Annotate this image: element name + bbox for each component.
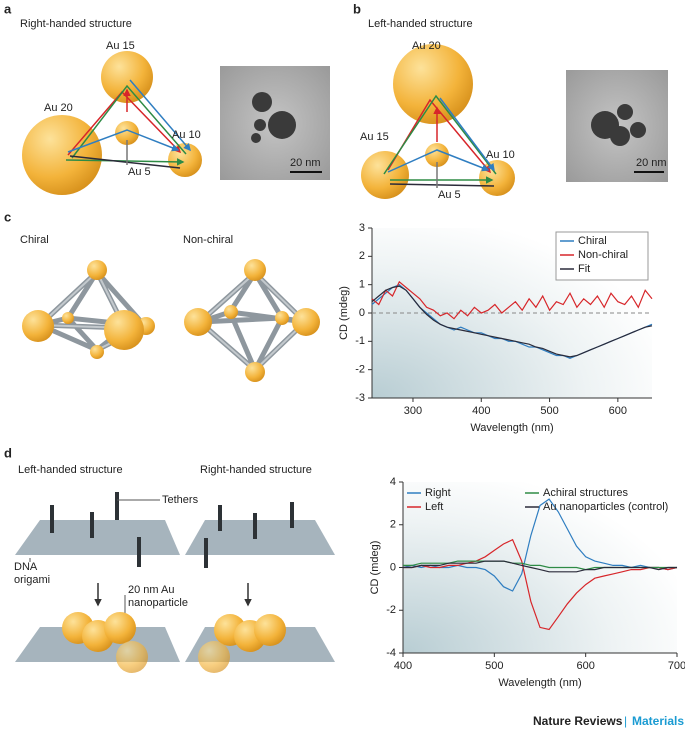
sphere-label: Au 15	[106, 40, 135, 52]
panel-d: d Left-handed structure Right-handed str…	[4, 445, 335, 673]
x-tick-label: 400	[472, 405, 490, 417]
series-line	[403, 538, 678, 631]
panel-a: a Right-handed structure Au 15 Au 20 Au …	[4, 1, 330, 195]
x-tick-label: 500	[540, 405, 558, 417]
caption: Non-chiral	[183, 234, 233, 246]
x-tick-label: 700	[668, 660, 685, 672]
annotation: nanoparticle	[128, 597, 188, 609]
legend-label: Au nanoparticles (control)	[543, 501, 668, 513]
y-tick-label: -1	[355, 335, 365, 347]
separator: |	[624, 714, 627, 728]
y-tick-label: -2	[355, 364, 365, 376]
y-tick-label: 4	[390, 476, 396, 488]
sphere-label: Au 20	[412, 40, 441, 52]
journal: Nature Reviews	[533, 714, 623, 728]
sphere-label: Au 10	[486, 149, 515, 161]
annotation: 20 nm Au	[128, 584, 174, 596]
series-line	[403, 560, 677, 573]
sphere	[393, 44, 473, 124]
x-axis-label: Wavelength (nm)	[470, 422, 553, 434]
sphere-label: Au 15	[360, 131, 389, 143]
y-axis-label: CD (mdeg)	[369, 541, 381, 595]
panel-label: c	[4, 209, 11, 224]
sphere	[101, 51, 153, 103]
section: Materials	[632, 714, 684, 728]
y-tick-label: 3	[359, 222, 365, 234]
x-axis-label: Wavelength (nm)	[498, 677, 581, 689]
panel-b: b Left-handed structure Au 20 Au 15 Au 1…	[353, 1, 668, 201]
panel-label: b	[353, 1, 361, 16]
y-tick-label: 0	[359, 307, 365, 319]
x-tick-label: 600	[609, 405, 627, 417]
legend-label: Non-chiral	[578, 249, 628, 261]
triangle-arrows	[65, 79, 191, 169]
caption: Right-handed structure	[200, 464, 312, 476]
sphere	[115, 121, 139, 145]
panel-label: a	[4, 1, 12, 16]
y-tick-label: 1	[359, 279, 365, 291]
legend-box	[555, 231, 649, 281]
legend-label: Right	[425, 487, 451, 499]
scale-label: 20 nm	[290, 157, 321, 169]
caption: Left-handed structure	[18, 464, 123, 476]
sphere	[425, 143, 449, 167]
y-tick-label: -3	[355, 392, 365, 404]
tem-particles	[591, 104, 646, 146]
sphere	[361, 151, 409, 199]
x-tick-label: 600	[576, 660, 594, 672]
sphere-label: Au 20	[44, 102, 73, 114]
y-tick-label: -4	[386, 647, 396, 659]
x-tick-label: 400	[394, 660, 412, 672]
sphere-label: Au 10	[172, 129, 201, 141]
legend-label: Chiral	[578, 235, 607, 247]
y-tick-label: 2	[359, 250, 365, 262]
footer: Nature Reviews | Materials	[533, 714, 684, 728]
caption: Chiral	[20, 234, 49, 246]
triangle-arrows	[383, 94, 497, 188]
sphere-label: Au 5	[128, 166, 151, 178]
legend-label: Fit	[578, 263, 590, 275]
legend-label: Left	[425, 501, 443, 513]
y-tick-label: 2	[390, 519, 396, 531]
tem-particles	[251, 92, 296, 143]
y-tick-label: -2	[386, 604, 396, 616]
panel-c: c Chiral Non-chiral	[4, 209, 320, 382]
panel-label: d	[4, 445, 12, 460]
y-axis-label: CD (mdeg)	[338, 286, 350, 340]
sphere-label: Au 5	[438, 189, 461, 201]
annotation: Tethers	[162, 494, 199, 506]
nanoparticles	[62, 612, 286, 673]
octahedron	[22, 260, 155, 359]
legend-label: Achiral structures	[543, 487, 628, 499]
series-line	[371, 285, 653, 358]
octahedron	[184, 259, 320, 382]
scale-label: 20 nm	[636, 157, 667, 169]
annotation: origami	[14, 574, 50, 586]
annotation: DNA	[14, 561, 38, 573]
x-tick-label: 500	[485, 660, 503, 672]
tethers	[50, 492, 294, 568]
x-tick-label: 300	[404, 405, 422, 417]
y-tick-label: 0	[390, 561, 396, 573]
origami-plane	[185, 520, 335, 555]
sphere	[22, 115, 102, 195]
origami-plane	[15, 520, 180, 555]
panel-title: Right-handed structure	[20, 18, 132, 30]
series-line	[371, 280, 653, 320]
panel-title: Left-handed structure	[368, 18, 473, 30]
